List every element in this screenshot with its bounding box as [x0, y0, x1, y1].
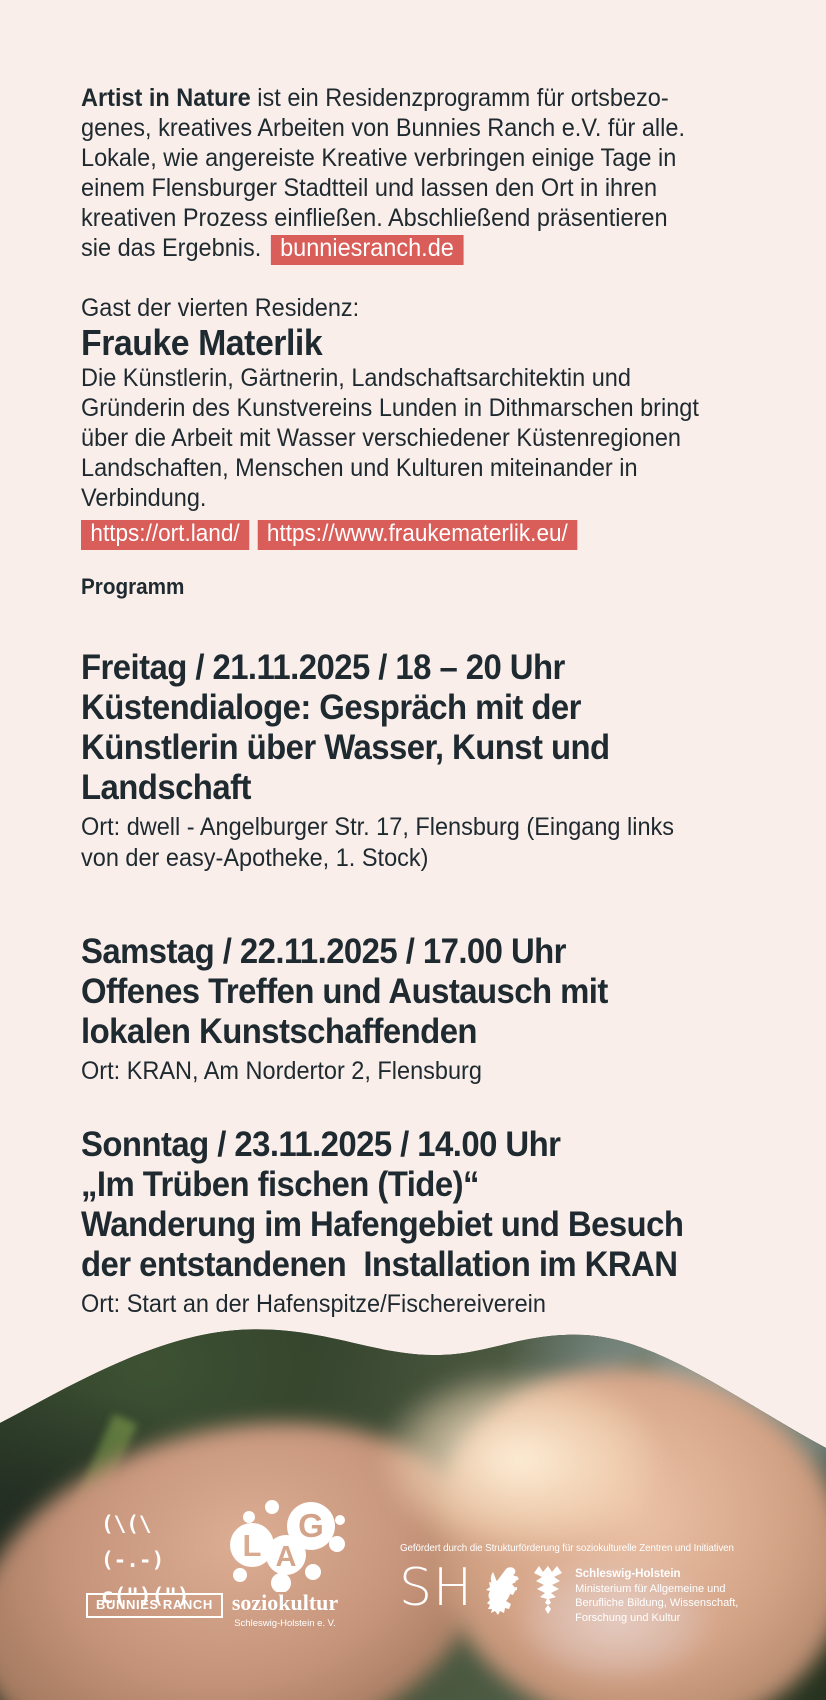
artist-bio: Die Künstlerin, Gärtnerin, Landschaftsar…	[81, 364, 699, 512]
event-sunday: Sonntag / 23.11.2025 / 14.00 Uhr „Im Trü…	[81, 1125, 773, 1320]
event-friday-title: Freitag / 21.11.2025 / 18 – 20 Uhr Küste…	[81, 648, 610, 807]
ministry-lines: Ministerium für Allgemeine und Beruflich…	[575, 1582, 739, 1624]
event-sunday-title: Sonntag / 23.11.2025 / 14.00 Uhr „Im Trü…	[81, 1125, 684, 1284]
artist-name-heading: Frauke Materlik	[81, 322, 323, 363]
lag-soziokultur-wordmark: soziokultur	[231, 1590, 339, 1615]
lion-icon	[486, 1567, 519, 1615]
event-saturday-title: Samstag / 22.11.2025 / 17.00 Uhr Offenes…	[81, 932, 608, 1051]
photo-sunlight-highlight	[380, 1370, 660, 1550]
flyer-text-column: Artist in Nature ist ein Residenzprogram…	[81, 83, 773, 1320]
artist-links-row: https://ort.land/ https://www.fraukemate…	[81, 520, 731, 550]
bunnies-ranch-logo: BUNNIES RANCH	[86, 1593, 223, 1618]
event-friday-location: Ort: dwell - Angelburger Str. 17, Flensb…	[81, 813, 675, 872]
intro-line-1: Artist in Nature ist ein Residenzprogram…	[81, 83, 731, 113]
ministry-text-block: Schleswig-Holstein Ministerium für Allge…	[575, 1565, 738, 1625]
intro-last-line-text: sie das Ergebnis.	[81, 234, 262, 262]
residency-label: Gast der vierten Residenz:	[81, 294, 360, 322]
ministry-region: Schleswig-Holstein	[575, 1568, 681, 1580]
intro-paragraph: Artist in Nature ist ein Residenzprogram…	[81, 83, 731, 265]
lag-soziokultur-icon: L A G	[225, 1498, 347, 1592]
intro-line-1-rest: ist ein Residenzprogramm für ortsbezo-	[250, 84, 669, 112]
ort-land-link-chip[interactable]: https://ort.land/	[81, 520, 250, 550]
lag-dots	[233, 1500, 345, 1592]
lag-subtitle: Schleswig-Holstein e. V.	[234, 1618, 336, 1629]
program-label: Programm	[81, 574, 185, 599]
event-saturday: Samstag / 22.11.2025 / 17.00 Uhr Offenes…	[81, 932, 773, 1087]
lag-letter-circles	[230, 1502, 335, 1575]
footer-photo-hands-water: (\(\ (-.-) c(")(") BUNNIES RANCH L A G	[0, 1280, 826, 1700]
nettle-leaf-icon	[534, 1566, 562, 1614]
intro-lead-bold: Artist in Nature	[81, 84, 251, 112]
intro-lines: genes, kreatives Arbeiten von Bunnies Ra…	[81, 114, 685, 232]
event-sunday-location: Ort: Start an der Hafenspitze/Fischereiv…	[81, 1290, 546, 1318]
bunny-ascii-art: (\(\ (-.-) c(")(")	[101, 1512, 190, 1608]
event-friday: Freitag / 21.11.2025 / 18 – 20 Uhr Küste…	[81, 648, 773, 874]
fraukematerlik-link-chip[interactable]: https://www.fraukematerlik.eu/	[257, 520, 578, 550]
intro-last-line: sie das Ergebnis. bunniesranch.de	[81, 233, 731, 265]
sh-ministry-logo: SH Schleswig-Holstein Ministerium für Al…	[399, 1565, 738, 1625]
sh-coat-of-arms-icon	[486, 1565, 562, 1615]
funding-note: Gefördert durch die Strukturförderung fü…	[400, 1543, 734, 1554]
sh-abbr: SH	[399, 1558, 474, 1618]
bunniesranch-link-chip[interactable]: bunniesranch.de	[270, 235, 464, 265]
event-saturday-location: Ort: KRAN, Am Nordertor 2, Flensburg	[81, 1057, 482, 1085]
